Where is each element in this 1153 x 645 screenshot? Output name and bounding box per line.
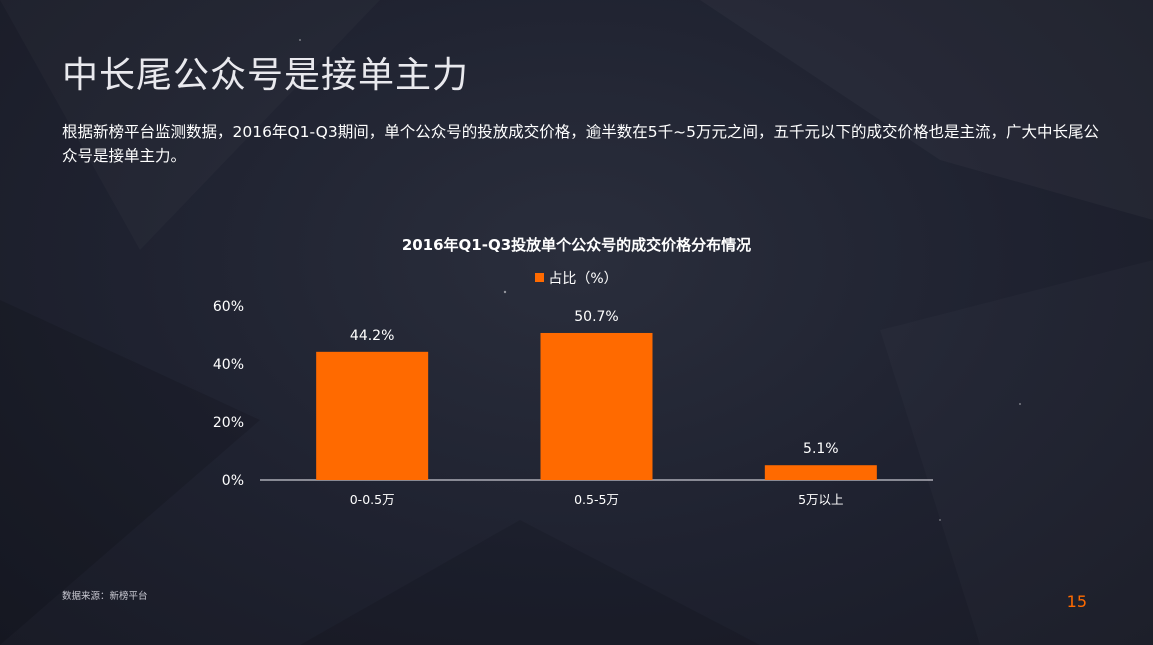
bar-data-label: 50.7% (574, 309, 618, 325)
slide-title: 中长尾公众号是接单主力 (62, 55, 470, 96)
y-tick-label: 0% (222, 473, 244, 489)
legend-label: 占比（%） (548, 271, 618, 287)
bar-data-label: 44.2% (350, 328, 394, 344)
bar (764, 465, 877, 480)
x-tick-label: 0.5-5万 (574, 492, 619, 507)
bar (316, 351, 429, 480)
x-tick-label: 5万以上 (798, 492, 843, 507)
intro-paragraph: 根据新榜平台监测数据，2016年Q1-Q3期间，单个公众号的投放成交价格，逾半数… (62, 123, 1099, 165)
bar (540, 332, 653, 480)
chart-legend: 占比（%） (0, 268, 1153, 288)
y-tick-label: 60% (213, 299, 244, 315)
chart-title: 2016年Q1-Q3投放单个公众号的成交价格分布情况 (401, 236, 752, 254)
y-tick-label: 20% (213, 415, 244, 431)
bar-data-label: 5.1% (803, 441, 839, 457)
legend-swatch (535, 273, 545, 282)
page-number: 15 (1066, 592, 1087, 611)
x-tick-label: 0-0.5万 (350, 492, 395, 507)
y-tick-label: 40% (213, 357, 244, 373)
data-source-note: 数据来源：新榜平台 (62, 591, 148, 602)
